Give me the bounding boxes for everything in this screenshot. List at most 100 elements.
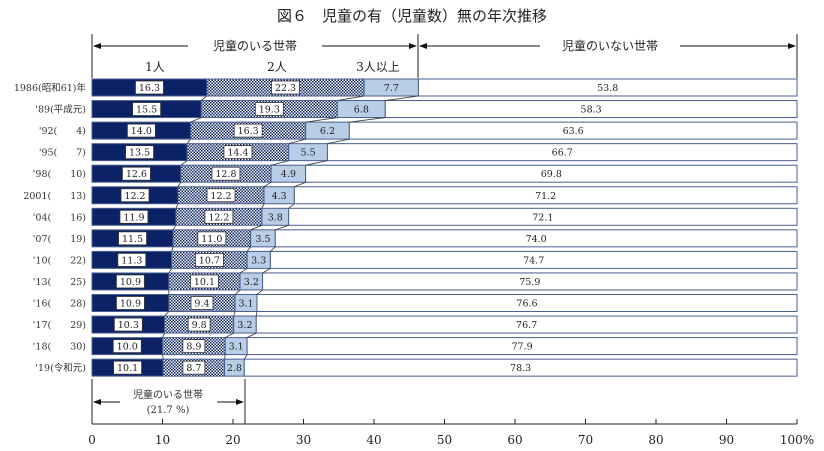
category-labels: 1986(昭和61)年 '89(平成元) '92( 4) '95( 7) '98( 10…: [14, 82, 87, 374]
value-label-three-plus: 3.2: [244, 277, 259, 288]
connector-line: [164, 311, 170, 317]
connector-line: [256, 289, 263, 295]
connector-line: [162, 354, 164, 360]
value-label-one-child: 14.0: [131, 126, 152, 137]
bar-segment-no-children: [243, 358, 798, 377]
value-label-three-plus: 3.5: [255, 234, 270, 245]
value-label-two-children: 14.4: [227, 148, 248, 159]
value-label-box: [197, 231, 227, 246]
bar-row: 11.5 11.0 3.5 74.0: [91, 229, 798, 248]
connector-line: [288, 203, 295, 209]
bar-segment-no-children: [305, 164, 798, 183]
bar-segment-no-children: [246, 337, 798, 356]
value-label-no-children: 74.0: [526, 234, 547, 245]
value-label-one-child: 10.3: [118, 320, 139, 331]
connector-line: [175, 203, 179, 209]
connector-line: [224, 354, 226, 360]
connector-line: [349, 117, 386, 123]
bar-row: 10.9 9.4 3.1 76.6: [91, 294, 798, 312]
value-label-box: [112, 339, 142, 354]
x-tick-label: 40: [366, 433, 381, 447]
value-label-three-plus: 3.8: [268, 212, 283, 223]
connector-line: [239, 268, 248, 274]
value-label-box: [204, 209, 234, 224]
value-label-two-children: 10.7: [199, 255, 220, 266]
value-label-no-children: 69.8: [541, 169, 562, 180]
connector-line: [337, 95, 365, 101]
value-label-box: [135, 80, 164, 95]
connector-line: [275, 224, 289, 231]
value-label-box: [119, 209, 149, 224]
connector-line: [327, 138, 350, 145]
connector-line: [270, 160, 289, 166]
value-label-three-plus: 4.3: [272, 191, 287, 202]
bar-segment-no-children: [417, 78, 798, 97]
value-label-one-child: 12.6: [126, 169, 147, 180]
value-label-two-children: 8.9: [186, 342, 201, 353]
value-label-one-child: 10.0: [117, 342, 138, 353]
value-label-three-plus: 5.5: [301, 148, 316, 159]
bar-segment-no-children: [269, 250, 798, 269]
bar-segment-no-children: [293, 186, 798, 205]
value-label-one-child: 10.9: [120, 299, 141, 310]
value-label-two-children: 10.1: [194, 277, 215, 288]
category-label: '04( 16): [33, 212, 86, 223]
bar-rows: 16.3 22.3 7.7 53.8 15.5 19.3 6.8 58.3 14.0 16.3 6.…: [91, 78, 798, 377]
value-label-box: [116, 274, 145, 289]
x-tick-label: 20: [225, 433, 240, 447]
header-brackets: 児童のいる世帯 児童のいない世帯 1人 2人 3人以上: [91, 34, 798, 78]
value-label-no-children: 77.9: [511, 342, 532, 353]
value-label-box: [271, 80, 300, 95]
value-label-box: [206, 188, 236, 203]
value-label-one-child: 10.1: [117, 363, 138, 374]
connector-line: [225, 332, 234, 338]
x-tick-label: 100%: [780, 433, 814, 447]
connector-line: [171, 246, 174, 252]
series-label-1: 1人: [145, 60, 165, 74]
bar-row: 13.5 14.4 5.5 66.7: [91, 143, 798, 162]
bar-row: 12.2 12.2 4.3 71.2: [91, 186, 798, 205]
bar-segment-no-children: [274, 229, 798, 248]
value-label-box: [182, 339, 206, 354]
value-label-no-children: 71.2: [535, 191, 556, 202]
value-label-box: [132, 102, 162, 116]
value-label-three-plus: 6.2: [320, 126, 335, 137]
category-label: '13( 25): [33, 277, 86, 288]
value-label-no-children: 74.7: [523, 255, 544, 266]
value-label-box: [113, 317, 143, 332]
bar-row: 10.0 8.9 3.1 77.9: [91, 337, 798, 356]
bar-row: 12.6 12.8 4.9 69.8: [91, 164, 798, 183]
connector-line: [180, 160, 188, 166]
value-label-no-children: 66.7: [552, 148, 573, 159]
category-label: '17( 29): [33, 320, 86, 331]
value-label-box: [211, 166, 241, 181]
value-label-two-children: 19.3: [259, 105, 280, 116]
category-label: 2001( 13): [23, 191, 86, 202]
bar-segment-no-children: [326, 143, 798, 162]
category-label: 1986(昭和61)年: [14, 82, 87, 94]
category-label: '89(平成元): [35, 104, 86, 116]
value-label-three-plus: 3.2: [237, 320, 252, 331]
value-label-box: [254, 102, 284, 116]
value-label-no-children: 75.9: [519, 277, 540, 288]
value-label-one-child: 16.3: [139, 83, 160, 94]
value-label-one-child: 13.5: [129, 148, 150, 159]
connector-line: [255, 311, 258, 317]
x-tick-label: 60: [507, 433, 522, 447]
value-label-two-children: 11.0: [201, 234, 222, 245]
x-tick-label: 90: [719, 433, 734, 447]
connector-line: [294, 181, 306, 188]
with-children-header: 児童のいる世帯: [213, 38, 297, 53]
connector-line: [250, 224, 263, 231]
connector-line: [270, 246, 276, 252]
annotation-label: 児童のいる世帯: [133, 388, 203, 401]
value-label-no-children: 76.7: [516, 320, 537, 331]
category-label: '16( 28): [33, 299, 86, 310]
value-label-two-children: 12.8: [215, 169, 236, 180]
value-label-box: [125, 145, 154, 160]
value-label-one-child: 15.5: [136, 105, 157, 116]
category-label: '19(令和元): [35, 362, 86, 374]
bar-segment-no-children: [384, 100, 798, 119]
bar-segment-no-children: [255, 315, 798, 334]
